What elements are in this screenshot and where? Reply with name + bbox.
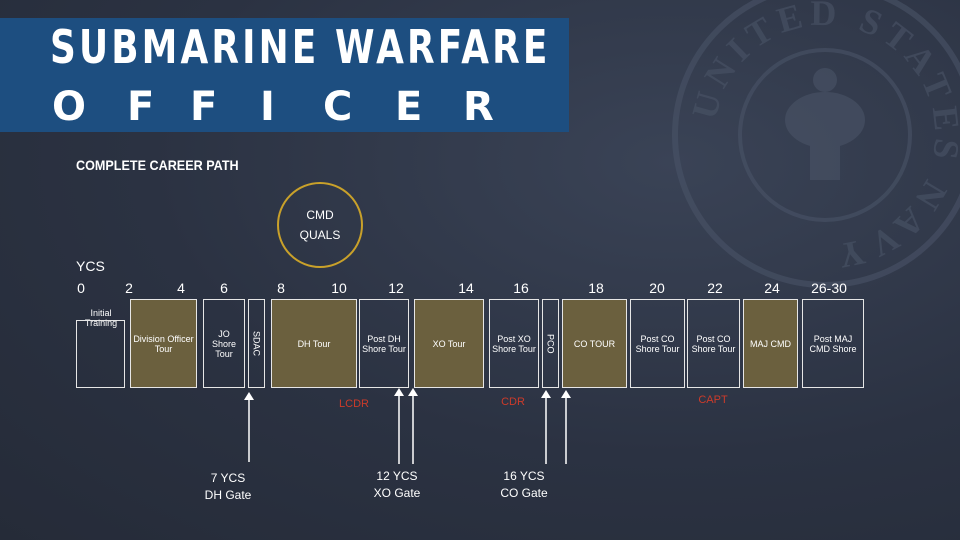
division-officer-tour-label: Division Officer Tour — [133, 333, 194, 354]
post-co-shore-tour-box-2: Post CO Shore Tour — [687, 299, 740, 388]
cmd-quals-line2: QUALS — [299, 228, 341, 242]
dh-gate-ycs: 7 YCS — [210, 471, 246, 485]
title-letter-f: F — [190, 84, 218, 130]
ycs-tick: 10 — [331, 280, 347, 296]
jo-shore-tour-box: JO Shore Tour — [203, 299, 245, 388]
dh-gate-arrow-icon — [244, 392, 254, 462]
ycs-tick: 22 — [707, 280, 723, 296]
ycs-tick: 14 — [458, 280, 474, 296]
division-officer-tour-box: Division Officer Tour — [130, 299, 197, 388]
post-co-shore-tour-label-1: Post CO Shore Tour — [635, 333, 680, 354]
xo-tour-box: XO Tour — [414, 299, 484, 388]
post-dh-shore-tour-box: Post DH Shore Tour — [359, 299, 409, 388]
co-gate-ycs: 16 YCS — [503, 469, 545, 483]
ycs-tick: 4 — [177, 280, 185, 296]
title-letter-o: O — [52, 84, 87, 130]
post-dh-shore-tour-label: Post DH Shore Tour — [362, 333, 406, 354]
rank-lcdr: LCDR — [339, 398, 369, 410]
xo-gate-arrow-icon-left — [394, 388, 404, 464]
xo-gate-label: 12 YCS XO Gate — [357, 468, 437, 502]
rank-capt: CAPT — [698, 394, 728, 406]
initial-training-label: Initial Training — [84, 308, 118, 328]
ycs-tick: 26-30 — [811, 280, 847, 296]
eagle-icon — [785, 68, 865, 180]
section-title: COMPLETE CAREER PATH — [76, 157, 239, 173]
maj-cmd-box: MAJ CMD — [743, 299, 798, 388]
co-gate-arrow-icon-left — [541, 390, 551, 464]
co-gate-arrow-icon-right — [561, 390, 571, 464]
cmd-quals-circle: CMD QUALS — [277, 182, 363, 268]
title-letter-f: F — [127, 84, 155, 130]
title-line-1: SUBMARINE WARFARE — [50, 20, 551, 74]
post-maj-cmd-shore-label: Post MAJ CMD Shore — [809, 333, 857, 354]
post-co-shore-tour-label-2: Post CO Shore Tour — [691, 333, 736, 354]
co-gate-name: CO Gate — [500, 486, 548, 500]
ycs-tick: 16 — [513, 280, 529, 296]
post-xo-shore-tour-box: Post XO Shore Tour — [489, 299, 539, 388]
xo-gate-name: XO Gate — [373, 486, 421, 500]
xo-gate-ycs: 12 YCS — [376, 469, 418, 483]
post-co-shore-tour-box-1: Post CO Shore Tour — [630, 299, 685, 388]
xo-tour-label: XO Tour — [432, 338, 466, 349]
dh-tour-box: DH Tour — [271, 299, 357, 388]
co-tour-label: CO TOUR — [573, 338, 616, 349]
ycs-tick: 12 — [388, 280, 404, 296]
sdac-label: SDAC — [251, 330, 262, 356]
maj-cmd-label: MAJ CMD — [750, 338, 791, 349]
ycs-tick: 0 — [77, 280, 85, 296]
ycs-tick: 6 — [220, 280, 228, 296]
pco-box: PCO — [542, 299, 559, 388]
ycs-tick: 18 — [588, 280, 604, 296]
co-tour-box: CO TOUR — [562, 299, 627, 388]
co-gate-label: 16 YCS CO Gate — [484, 468, 564, 502]
xo-gate-arrow-icon-right — [408, 388, 418, 464]
cmd-quals-line1: CMD — [306, 208, 334, 222]
sdac-box: SDAC — [248, 299, 265, 388]
dh-tour-label: DH Tour — [297, 338, 331, 349]
post-xo-shore-tour-label: Post XO Shore Tour — [492, 333, 536, 354]
initial-training-box — [76, 320, 125, 388]
title-letter-c: C — [323, 84, 353, 130]
dh-gate-name: DH Gate — [204, 488, 252, 502]
rank-cdr: CDR — [501, 396, 525, 408]
post-maj-cmd-shore-box: Post MAJ CMD Shore — [802, 299, 864, 388]
ycs-tick: 24 — [764, 280, 780, 296]
title-letter-r: R — [463, 84, 494, 130]
title-letter-i: I — [260, 84, 275, 130]
ycs-tick: 8 — [277, 280, 285, 296]
title-banner — [0, 18, 569, 132]
ycs-label: YCS — [76, 258, 105, 274]
ycs-tick: 20 — [649, 280, 665, 296]
navy-seal-watermark: UNITED STATES NAVY — [672, 0, 960, 288]
dh-gate-label: 7 YCS DH Gate — [188, 470, 268, 504]
ycs-tick: 2 — [125, 280, 133, 296]
jo-shore-tour-label: JO Shore Tour — [211, 328, 237, 359]
title-letter-e: E — [395, 84, 423, 130]
pco-label: PCO — [545, 333, 556, 354]
